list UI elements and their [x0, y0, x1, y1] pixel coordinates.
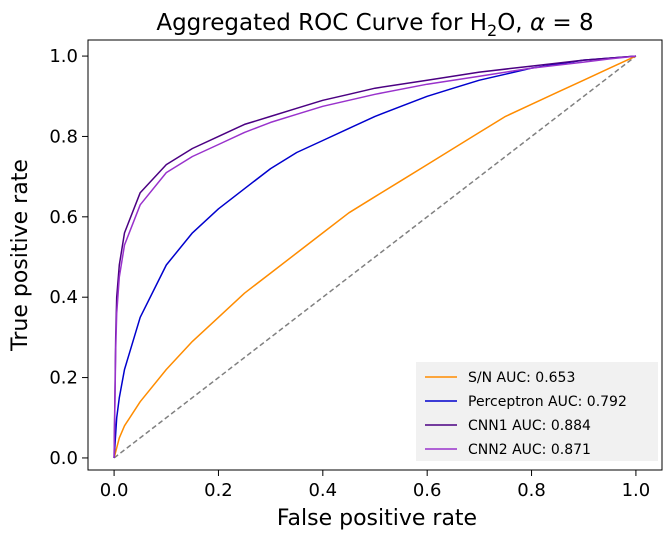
y-tick-label: 0.8: [49, 126, 78, 147]
legend-label: S/N AUC: 0.653: [468, 370, 575, 386]
legend-box: [416, 362, 658, 461]
series-line-3: [113, 55, 636, 458]
y-tick-label: 1.0: [49, 46, 78, 67]
y-tick-label: 0.4: [49, 287, 78, 308]
legend: S/N AUC: 0.653 Perceptron AUC: 0.792 CNN1 …: [416, 362, 658, 461]
x-tick-label: 0.0: [100, 480, 129, 501]
y-axis: 0.0 0.2 0.4 0.6 0.8 1.0: [49, 46, 88, 469]
x-axis-label: False positive rate: [277, 506, 477, 531]
x-tick-label: 0.2: [204, 480, 233, 501]
legend-label: Perceptron AUC: 0.792: [468, 394, 627, 410]
y-tick-label: 0.2: [49, 368, 78, 389]
series-line-1: [113, 55, 637, 459]
x-tick-label: 0.6: [413, 480, 442, 501]
y-axis-label: True positive rate: [8, 159, 33, 352]
x-tick-label: 0.4: [308, 480, 337, 501]
y-tick-label: 0.0: [49, 448, 78, 469]
x-axis: 0.0 0.2 0.4 0.6 0.8 1.0: [100, 470, 650, 501]
chart-title: Aggregated ROC Curve for H2O, α = 8: [156, 10, 593, 40]
x-tick-label: 1.0: [622, 480, 651, 501]
series-line-4: [113, 55, 636, 458]
y-tick-label: 0.6: [49, 207, 78, 228]
diagonal-reference-line: [113, 55, 637, 459]
plot-area: [113, 55, 637, 459]
x-tick-label: 0.8: [517, 480, 546, 501]
plot-frame: [87, 39, 663, 471]
legend-label: CNN1 AUC: 0.884: [468, 418, 591, 434]
legend-label: CNN2 AUC: 0.871: [468, 442, 591, 458]
